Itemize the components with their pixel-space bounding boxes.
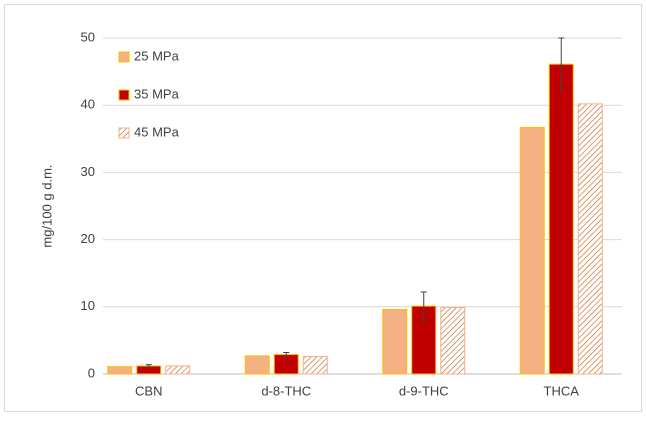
bar xyxy=(548,63,574,375)
x-tick-label: CBN xyxy=(135,383,162,398)
x-tick-label: d-8-THC xyxy=(261,383,311,398)
bar xyxy=(519,126,545,375)
legend-label: 45 MPa xyxy=(134,124,180,139)
error-bar xyxy=(145,364,152,368)
bar xyxy=(244,355,270,375)
x-tick-label: d-9-THC xyxy=(399,383,449,398)
y-tick-label: 10 xyxy=(81,298,95,313)
legend-swatch xyxy=(118,127,130,139)
error-bar xyxy=(558,37,565,91)
bar xyxy=(302,356,328,375)
x-tick-label: THCA xyxy=(544,383,580,398)
bar xyxy=(273,354,299,375)
error-bar xyxy=(283,351,290,358)
y-tick-label: 20 xyxy=(81,231,95,246)
y-tick-label: 30 xyxy=(81,164,95,179)
bar xyxy=(577,103,603,375)
legend-label: 35 MPa xyxy=(134,86,180,101)
y-tick-label: 40 xyxy=(81,97,95,112)
legend-swatch xyxy=(118,51,130,63)
bar xyxy=(165,365,191,375)
chart-frame xyxy=(4,4,642,412)
y-tick-label: 50 xyxy=(81,29,95,44)
y-axis-label: mg/100 g d.m. xyxy=(39,164,54,247)
legend-swatch xyxy=(118,89,130,101)
y-tick-label: 0 xyxy=(88,365,95,380)
legend-label: 25 MPa xyxy=(134,48,180,63)
bar xyxy=(440,306,466,375)
bar xyxy=(107,366,133,375)
bar xyxy=(382,308,408,375)
error-bar xyxy=(420,291,427,321)
